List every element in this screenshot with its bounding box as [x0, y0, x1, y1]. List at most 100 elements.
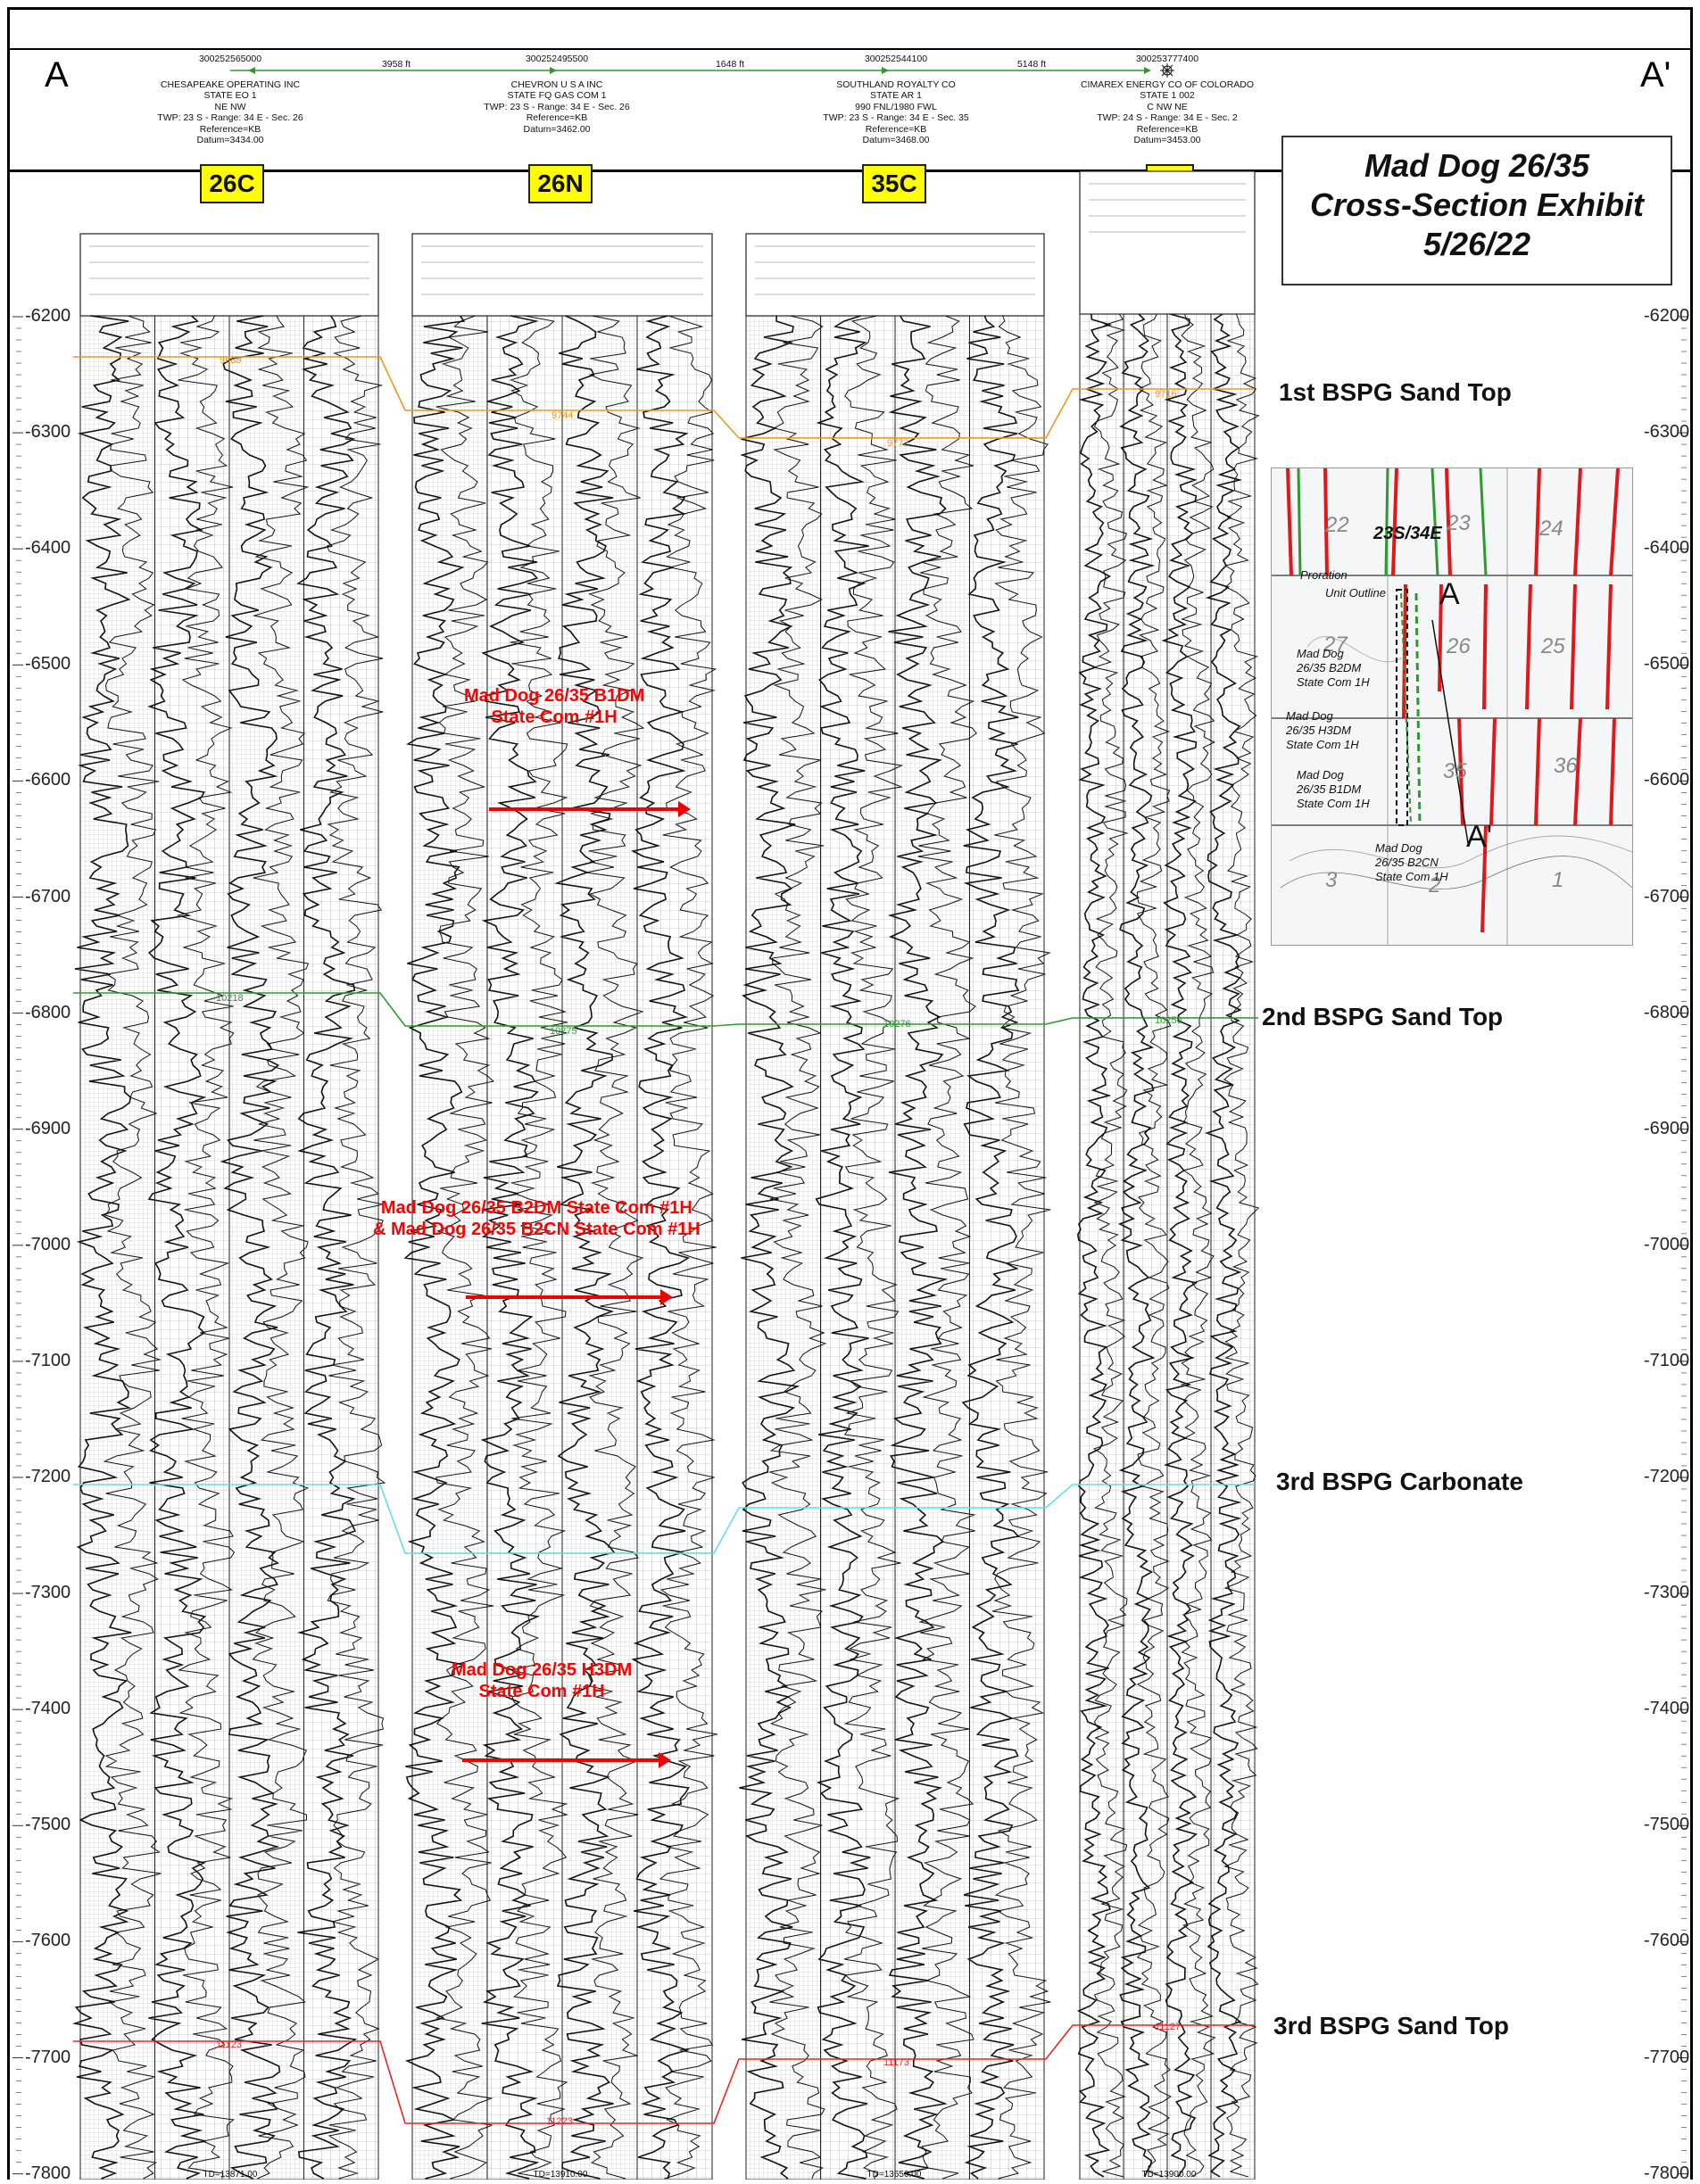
pick-value: 10275 [550, 1026, 577, 1037]
depth-tick-label: -6800 [1644, 1002, 1690, 1022]
well-operator: CHEVRON U S A INC [510, 79, 603, 90]
pick-value: 10218 [216, 993, 244, 1004]
depth-tick-label: -7800 [1644, 2163, 1690, 2183]
depth-tick-label: -7600 [25, 1931, 71, 1951]
well-lease: STATE 1 002 [1140, 90, 1195, 101]
pick-value: 11123 [216, 2039, 242, 2050]
lateral-arrow-b2dm-b2cn [466, 1289, 673, 1305]
depth-tick-label: -6600 [1644, 770, 1690, 790]
log-curve [176, 315, 236, 2180]
well-header: 300253777400 CIMAREX ENERGY CO OF COLORA… [1051, 54, 1283, 146]
well-api: 300252565000 [198, 54, 262, 64]
log-curve [327, 315, 386, 2180]
pick-value: 11127 [1155, 2022, 1181, 2032]
well-header: 300252544100 SOUTHLAND ROYALTY CO STATE … [780, 54, 1012, 146]
lateral-label-b1dm: Mad Dog 26/35 B1DM State Com #1H [464, 685, 644, 728]
depth-tick-label: -6300 [25, 422, 71, 443]
well-twp: TWP: 24 S - Range: 34 E - Sec. 2 [1097, 112, 1238, 123]
log-curve [887, 315, 949, 2180]
zone-label-3rd-bspg-carbonate: 3rd BSPG Carbonate [1276, 1468, 1523, 1495]
map-section-label: 35 [1443, 759, 1467, 783]
pick-value: 10256 [1155, 1015, 1182, 1026]
depth-tick-label: -7500 [25, 1815, 71, 1835]
well-api: 300253777400 [1135, 54, 1199, 64]
lateral-label-b2dm-b2cn: Mad Dog 26/35 B2DM State Com #1H & Mad D… [373, 1197, 701, 1240]
correlation-line [73, 1484, 1255, 1554]
depth-tick-label: -6500 [25, 654, 71, 674]
depth-tick-label: -6900 [1644, 1118, 1690, 1138]
log-curve [296, 315, 358, 2180]
well-td: TD=13871.00 [203, 2170, 258, 2180]
exhibit-subtitle: Cross-Section Exhibit [1309, 186, 1645, 223]
depth-tick-label: -6900 [25, 1118, 71, 1138]
log-curve [631, 315, 691, 2180]
pick-value: 9716 [1155, 389, 1177, 400]
depth-tick-label: -7400 [1644, 1699, 1690, 1719]
distance-label: 1648 ft [715, 59, 745, 70]
distance-label: 5148 ft [1016, 59, 1047, 70]
log-curve [480, 315, 541, 2180]
depth-tick-label: -6500 [1644, 654, 1690, 674]
depth-tick-label: -7300 [25, 1583, 71, 1603]
log-curve [403, 315, 466, 2180]
zone-label-2nd-bspg-sand-top: 2nd BSPG Sand Top [1262, 1003, 1504, 1030]
well-location: 990 FNL/1980 FWL [855, 101, 937, 112]
map-township-label: 23S/34E [1373, 524, 1442, 543]
well-reference: Reference=KB [1136, 123, 1198, 135]
log-curve [917, 315, 977, 2180]
pick-value: 9744 [551, 410, 574, 421]
well-twp: TWP: 23 S - Range: 34 E - Sec. 26 [157, 112, 303, 123]
log-curve [659, 315, 718, 2180]
section-end-left: A [45, 55, 69, 95]
well-datum: Datum=3434.00 [196, 135, 264, 145]
depth-tick-label: -6400 [25, 538, 71, 558]
log-curve [1205, 313, 1243, 2178]
map-section-label: 24 [1539, 517, 1563, 541]
well-log-panel [745, 233, 1045, 2180]
well-lease: STATE EO 1 [203, 90, 257, 101]
depth-tick-label: -6600 [25, 770, 71, 790]
exhibit-date: 5/26/22 [1422, 226, 1531, 262]
log-curve [1076, 313, 1113, 2178]
well-reference: Reference=KB [526, 112, 588, 123]
header-bottom-rule [7, 170, 1693, 172]
map-well-label: Mad Dog 26/35 B2DM State Com 1H [1297, 647, 1370, 689]
depth-tick-label: -7300 [1644, 1583, 1690, 1603]
map-well-label: Mad Dog 26/35 B2CN State Com 1H [1375, 841, 1448, 883]
location-map-drawing [1272, 468, 1632, 945]
depth-tick-label: -7600 [1644, 1931, 1690, 1951]
log-curve [220, 315, 281, 2180]
log-curve [1223, 313, 1260, 2178]
zone-label-3rd-bspg-sand-top: 3rd BSPG Sand Top [1273, 2012, 1509, 2039]
location-map-inset: 23S/34E 22 23 24 27 26 25 35 36 3 2 1 Pr… [1271, 467, 1633, 946]
well-location: NE NW [214, 101, 246, 112]
depth-tick-label: -6800 [25, 1002, 71, 1022]
well-td: TD=13910.00 [533, 2170, 588, 2180]
depth-tick-label: -7200 [1644, 1467, 1690, 1486]
map-well-label: Mad Dog 26/35 H3DM State Com 1H [1286, 709, 1359, 751]
lateral-label-line: State Com #1H [491, 707, 618, 727]
lateral-label-h3dm: Mad Dog 26/35 H3DM State Com #1H [452, 1659, 632, 1702]
well-reference: Reference=KB [865, 123, 927, 135]
exhibit-title-box: Mad Dog 26/35 Cross-Section Exhibit 5/26… [1281, 136, 1672, 285]
log-curve [103, 315, 162, 2180]
exhibit-frame [7, 7, 1693, 2180]
map-label-a: A [1439, 577, 1460, 611]
map-section-label: 1 [1552, 868, 1564, 892]
pick-value: 11223 [546, 2116, 573, 2127]
depth-tick-label: -6200 [1644, 306, 1690, 326]
depth-tick-label: -7000 [25, 1234, 71, 1254]
correlation-line [73, 356, 1255, 439]
map-unit-outline-label: Unit Outline [1325, 586, 1386, 600]
well-header: 300252565000 CHESAPEAKE OPERATING INC ST… [114, 54, 346, 146]
well-api: 300252544100 [864, 54, 928, 64]
log-curve [1136, 313, 1173, 2178]
correlation-line [73, 2024, 1255, 2124]
well-tag: 26C [200, 164, 264, 203]
correlation-line [73, 992, 1258, 1027]
well-tag: 35C [862, 164, 926, 203]
map-section-label: 25 [1541, 634, 1565, 658]
well-datum: Datum=3468.00 [862, 135, 930, 145]
well-reference: Reference=KB [199, 123, 261, 135]
